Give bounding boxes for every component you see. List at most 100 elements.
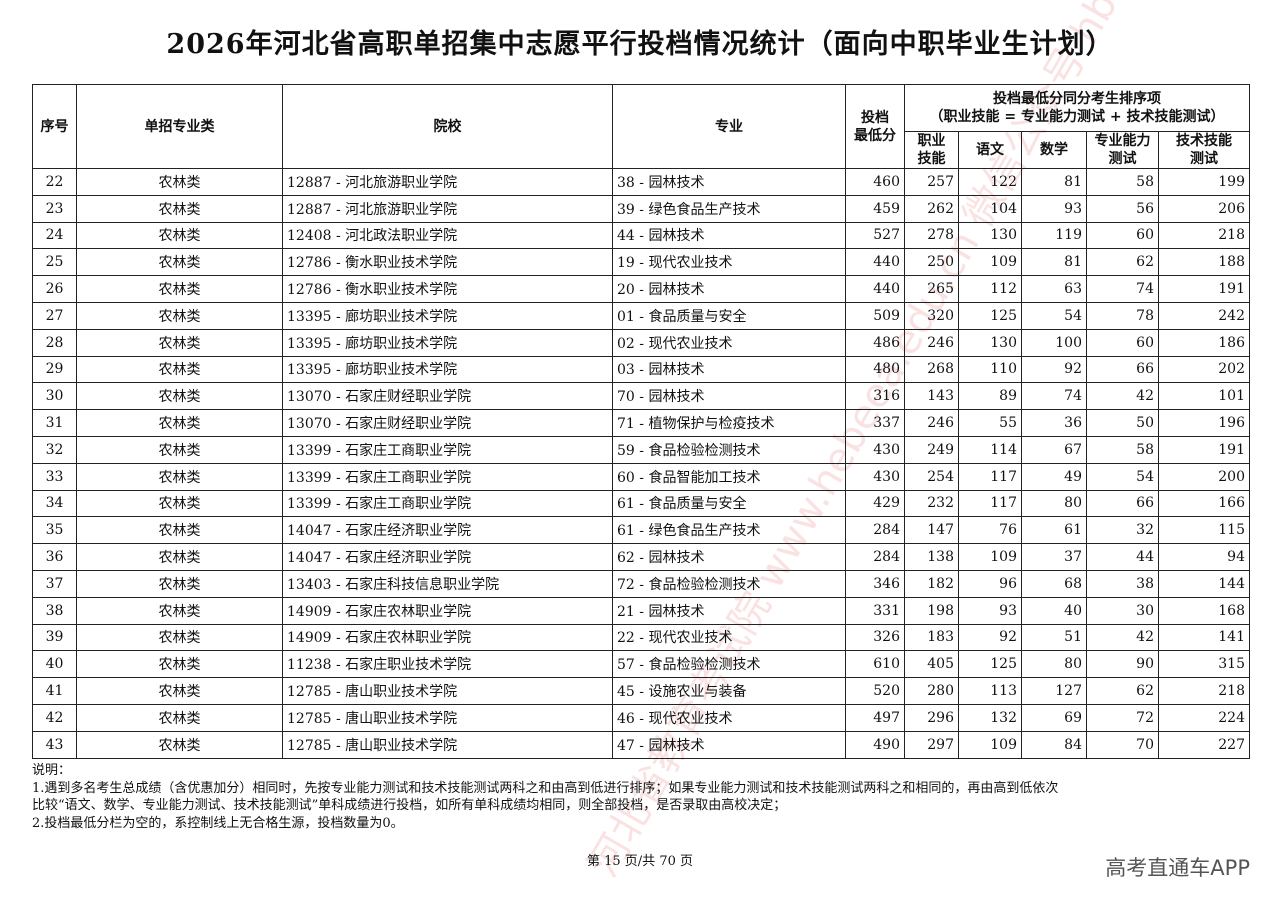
header-tech: 技术技能 测试 xyxy=(1158,131,1250,169)
cell-seq: 28 xyxy=(32,328,77,357)
cell-min-score: 459 xyxy=(845,194,905,223)
cell-math: 49 xyxy=(1021,462,1087,491)
cell-min-score: 490 xyxy=(845,730,905,759)
header-school: 院校 xyxy=(282,84,613,169)
cell-math: 37 xyxy=(1021,543,1087,571)
cell-school: 12887 - 河北旅游职业学院 xyxy=(282,194,613,223)
cell-min-score: 346 xyxy=(845,569,905,598)
cell-min-score: 430 xyxy=(845,462,905,491)
cell-skill: 249 xyxy=(904,435,959,464)
cell-major: 46 - 现代农业技术 xyxy=(612,703,846,732)
cell-school: 12786 - 衡水职业技术学院 xyxy=(282,275,613,303)
cell-major: 70 - 园林技术 xyxy=(612,382,846,411)
cell-tech: 191 xyxy=(1158,275,1250,303)
cell-chinese: 55 xyxy=(958,409,1022,437)
cell-seq: 30 xyxy=(32,382,77,411)
table-row: 28 农林类 13395 - 廊坊职业技术学院 02 - 现代农业技术 486 246 13… xyxy=(32,328,1250,357)
cell-skill: 297 xyxy=(904,730,959,759)
cell-school: 12785 - 唐山职业技术学院 xyxy=(282,703,613,732)
header-seq: 序号 xyxy=(32,84,77,169)
cell-math: 74 xyxy=(1021,382,1087,411)
cell-skill: 232 xyxy=(904,489,959,518)
cell-math: 81 xyxy=(1021,168,1087,196)
cell-seq: 38 xyxy=(32,596,77,625)
cell-prof: 54 xyxy=(1086,462,1159,491)
cell-category: 农林类 xyxy=(76,543,283,571)
cell-category: 农林类 xyxy=(76,435,283,464)
cell-chinese: 114 xyxy=(958,435,1022,464)
header-prof: 专业能力 测试 xyxy=(1086,131,1159,169)
cell-school: 14909 - 石家庄农林职业学院 xyxy=(282,623,613,652)
note-2: 2.投档最低分栏为空的，系控制线上无合格生源，投档数量为0。 xyxy=(32,815,404,831)
cell-prof: 58 xyxy=(1086,168,1159,196)
cell-skill: 262 xyxy=(904,194,959,223)
cell-school: 13403 - 石家庄科技信息职业学院 xyxy=(282,569,613,598)
cell-skill: 246 xyxy=(904,328,959,357)
cell-tech: 218 xyxy=(1158,221,1250,250)
cell-chinese: 112 xyxy=(958,275,1022,303)
table-row: 35 农林类 14047 - 石家庄经济职业学院 61 - 绿色食品生产技术 284 14… xyxy=(32,516,1250,545)
page-number: 第 15 页/共 70 页 xyxy=(587,854,693,869)
cell-seq: 24 xyxy=(32,221,77,250)
cell-chinese: 117 xyxy=(958,462,1022,491)
header-group: 投档最低分同分考生排序项 （职业技能 = 专业能力测试 + 技术技能测试） xyxy=(904,84,1250,132)
cell-math: 61 xyxy=(1021,516,1087,545)
cell-math: 80 xyxy=(1021,489,1087,518)
cell-major: 21 - 园林技术 xyxy=(612,596,846,625)
brand-logo: 高考直通车APP xyxy=(1105,856,1250,880)
header-math: 数学 xyxy=(1021,131,1087,169)
cell-major: 02 - 现代农业技术 xyxy=(612,328,846,357)
cell-school: 12887 - 河北旅游职业学院 xyxy=(282,168,613,196)
table-row: 36 农林类 14047 - 石家庄经济职业学院 62 - 园林技术 284 138 109… xyxy=(32,543,1250,571)
cell-major: 44 - 园林技术 xyxy=(612,221,846,250)
cell-prof: 56 xyxy=(1086,194,1159,223)
header-category: 单招专业类 xyxy=(76,84,283,169)
cell-seq: 40 xyxy=(32,650,77,679)
cell-tech: 188 xyxy=(1158,248,1250,277)
table-row: 37 农林类 13403 - 石家庄科技信息职业学院 72 - 食品检验检测技术 346… xyxy=(32,569,1250,598)
cell-min-score: 429 xyxy=(845,489,905,518)
table-row: 43 农林类 12785 - 唐山职业技术学院 47 - 园林技术 490 297 109 8… xyxy=(32,730,1250,759)
cell-school: 14047 - 石家庄经济职业学院 xyxy=(282,543,613,571)
cell-major: 19 - 现代农业技术 xyxy=(612,248,846,277)
cell-min-score: 284 xyxy=(845,516,905,545)
cell-major: 57 - 食品检验检测技术 xyxy=(612,650,846,679)
cell-seq: 29 xyxy=(32,355,77,384)
notes-label: 说明： xyxy=(32,763,72,778)
cell-min-score: 460 xyxy=(845,168,905,196)
header-group-sub: （职业技能 = 专业能力测试 + 技术技能测试） xyxy=(929,109,1225,125)
cell-chinese: 132 xyxy=(958,703,1022,732)
cell-category: 农林类 xyxy=(76,248,283,277)
cell-prof: 42 xyxy=(1086,382,1159,411)
cell-school: 13070 - 石家庄财经职业学院 xyxy=(282,409,613,437)
header-group-title: 投档最低分同分考生排序项 xyxy=(993,91,1161,107)
cell-tech: 115 xyxy=(1158,516,1250,545)
cell-min-score: 486 xyxy=(845,328,905,357)
cell-category: 农林类 xyxy=(76,677,283,705)
cell-chinese: 92 xyxy=(958,623,1022,652)
cell-skill: 182 xyxy=(904,569,959,598)
cell-seq: 31 xyxy=(32,409,77,437)
cell-category: 农林类 xyxy=(76,462,283,491)
cell-math: 67 xyxy=(1021,435,1087,464)
table-row: 40 农林类 11238 - 石家庄职业技术学院 57 - 食品检验检测技术 610 40… xyxy=(32,650,1250,679)
cell-category: 农林类 xyxy=(76,355,283,384)
header-major: 专业 xyxy=(612,84,846,169)
cell-min-score: 430 xyxy=(845,435,905,464)
table-row: 38 农林类 14909 - 石家庄农林职业学院 21 - 园林技术 331 198 93 4… xyxy=(32,596,1250,625)
cell-math: 119 xyxy=(1021,221,1087,250)
cell-seq: 26 xyxy=(32,275,77,303)
cell-tech: 186 xyxy=(1158,328,1250,357)
cell-category: 农林类 xyxy=(76,596,283,625)
cell-school: 14909 - 石家庄农林职业学院 xyxy=(282,596,613,625)
notes: 说明： 1.遇到多名考生总成绩（含优惠加分）相同时，先按专业能力测试和技术技能测… xyxy=(32,762,1058,832)
cell-category: 农林类 xyxy=(76,221,283,250)
cell-major: 62 - 园林技术 xyxy=(612,543,846,571)
cell-category: 农林类 xyxy=(76,275,283,303)
table-row: 29 农林类 13395 - 廊坊职业技术学院 03 - 园林技术 480 268 110 9… xyxy=(32,355,1250,384)
cell-seq: 33 xyxy=(32,462,77,491)
cell-skill: 278 xyxy=(904,221,959,250)
cell-major: 71 - 植物保护与检疫技术 xyxy=(612,409,846,437)
cell-category: 农林类 xyxy=(76,569,283,598)
table-row: 42 农林类 12785 - 唐山职业技术学院 46 - 现代农业技术 497 296 13… xyxy=(32,703,1250,732)
